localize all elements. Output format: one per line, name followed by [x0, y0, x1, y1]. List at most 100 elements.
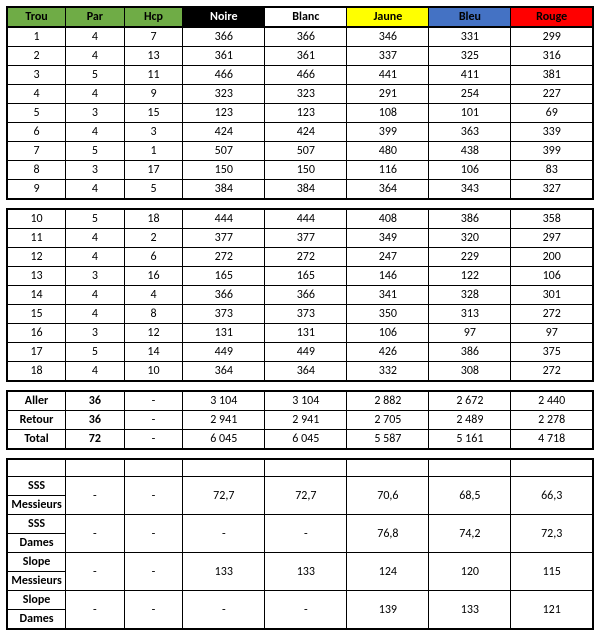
hole-value: 366 [183, 27, 265, 47]
hole-value: 106 [511, 267, 593, 286]
rating-value: - [66, 553, 125, 591]
totals-value: 2 440 [511, 391, 593, 411]
hole-value: 247 [347, 248, 429, 267]
hole-value: 272 [511, 305, 593, 324]
totals-value: 3 104 [183, 391, 265, 411]
rating-value: 72,7 [265, 477, 347, 515]
hole-value: 4 [66, 123, 125, 142]
hole-number: 18 [7, 362, 66, 382]
hole-value: 341 [347, 286, 429, 305]
hole-value: 328 [429, 286, 511, 305]
hole-value: 366 [183, 286, 265, 305]
hole-value: 116 [347, 161, 429, 180]
ratings-spacer-cell [429, 459, 511, 477]
hole-value: 4 [66, 180, 125, 200]
rating-value: 72,3 [511, 515, 593, 553]
header-noire: Noire [183, 7, 265, 27]
hole-value: 108 [347, 104, 429, 123]
hole-value: 408 [347, 209, 429, 229]
totals-value: 2 882 [347, 391, 429, 411]
header-row: Trou Par Hcp Noire Blanc Jaune Bleu Roug… [7, 7, 593, 27]
ratings-spacer-cell [124, 459, 183, 477]
rating-value: - [124, 591, 183, 630]
hole-value: 106 [347, 324, 429, 343]
hole-value: 5 [66, 66, 125, 85]
hole-value: 272 [511, 362, 593, 382]
hole-value: 373 [265, 305, 347, 324]
hole-row: 163121311311069797 [7, 324, 593, 343]
hole-row: 3511466466441411381 [7, 66, 593, 85]
hole-value: 480 [347, 142, 429, 161]
rating-value: - [66, 591, 125, 630]
hole-value: 272 [183, 248, 265, 267]
hole-value: 350 [347, 305, 429, 324]
totals-value: 6 045 [183, 430, 265, 450]
hole-row: 945384384364343327 [7, 180, 593, 200]
hole-value: 4 [66, 362, 125, 382]
totals-row: Total72-6 0456 0455 5875 1614 718 [7, 430, 593, 450]
totals-value: 36 [66, 411, 125, 430]
ratings-spacer-row [7, 459, 593, 477]
hole-value: 4 [66, 286, 125, 305]
rating-value: 121 [511, 591, 593, 630]
scorecard-back-table: 1051844444440838635811423773773493202971… [6, 208, 594, 382]
hole-value: 229 [429, 248, 511, 267]
hole-number: 6 [7, 123, 66, 142]
hole-value: 339 [511, 123, 593, 142]
hole-value: 10 [124, 362, 183, 382]
rating-label: Dames [7, 534, 66, 553]
hole-value: 254 [429, 85, 511, 104]
hole-value: 1 [124, 142, 183, 161]
rating-value: - [124, 515, 183, 553]
hole-value: 444 [265, 209, 347, 229]
hole-value: 373 [183, 305, 265, 324]
header-jaune: Jaune [347, 7, 429, 27]
rating-row: Slope--133133124120115 [7, 553, 593, 572]
hole-value: 386 [429, 343, 511, 362]
ratings-spacer-cell [66, 459, 125, 477]
hole-number: 15 [7, 305, 66, 324]
header-bleu: Bleu [429, 7, 511, 27]
hole-row: 1142377377349320297 [7, 229, 593, 248]
hole-number: 3 [7, 66, 66, 85]
totals-value: - [124, 411, 183, 430]
hole-value: 5 [66, 209, 125, 229]
totals-label: Retour [7, 411, 66, 430]
hole-value: 5 [124, 180, 183, 200]
ratings-spacer-cell [265, 459, 347, 477]
hole-value: 297 [511, 229, 593, 248]
rating-value: - [183, 515, 265, 553]
totals-value: 4 718 [511, 430, 593, 450]
rating-value: 120 [429, 553, 511, 591]
hole-row: 831715015011610683 [7, 161, 593, 180]
hole-value: 384 [183, 180, 265, 200]
rating-value: 124 [347, 553, 429, 591]
hole-value: 4 [66, 248, 125, 267]
rating-value: 70,6 [347, 477, 429, 515]
rating-value: 133 [429, 591, 511, 630]
hole-value: 2 [124, 229, 183, 248]
hole-number: 7 [7, 142, 66, 161]
hole-value: 9 [124, 85, 183, 104]
rating-label: SSS [7, 477, 66, 496]
hole-value: 101 [429, 104, 511, 123]
totals-row: Retour36-2 9412 9412 7052 4892 278 [7, 411, 593, 430]
hole-value: 361 [183, 47, 265, 66]
hole-value: 150 [183, 161, 265, 180]
rating-row: SSS--72,772,770,668,566,3 [7, 477, 593, 496]
hole-number: 9 [7, 180, 66, 200]
hole-value: 366 [265, 286, 347, 305]
header-trou: Trou [7, 7, 66, 27]
hole-value: 299 [511, 27, 593, 47]
scorecard-front-table: Trou Par Hcp Noire Blanc Jaune Bleu Roug… [6, 6, 594, 200]
hole-value: 6 [124, 248, 183, 267]
hole-value: 227 [511, 85, 593, 104]
hole-value: 4 [66, 47, 125, 66]
hole-value: 8 [124, 305, 183, 324]
rating-label: Messieurs [7, 572, 66, 591]
totals-value: 2 705 [347, 411, 429, 430]
hole-number: 1 [7, 27, 66, 47]
hole-value: 384 [265, 180, 347, 200]
hole-value: 165 [265, 267, 347, 286]
rating-label: Dames [7, 610, 66, 630]
